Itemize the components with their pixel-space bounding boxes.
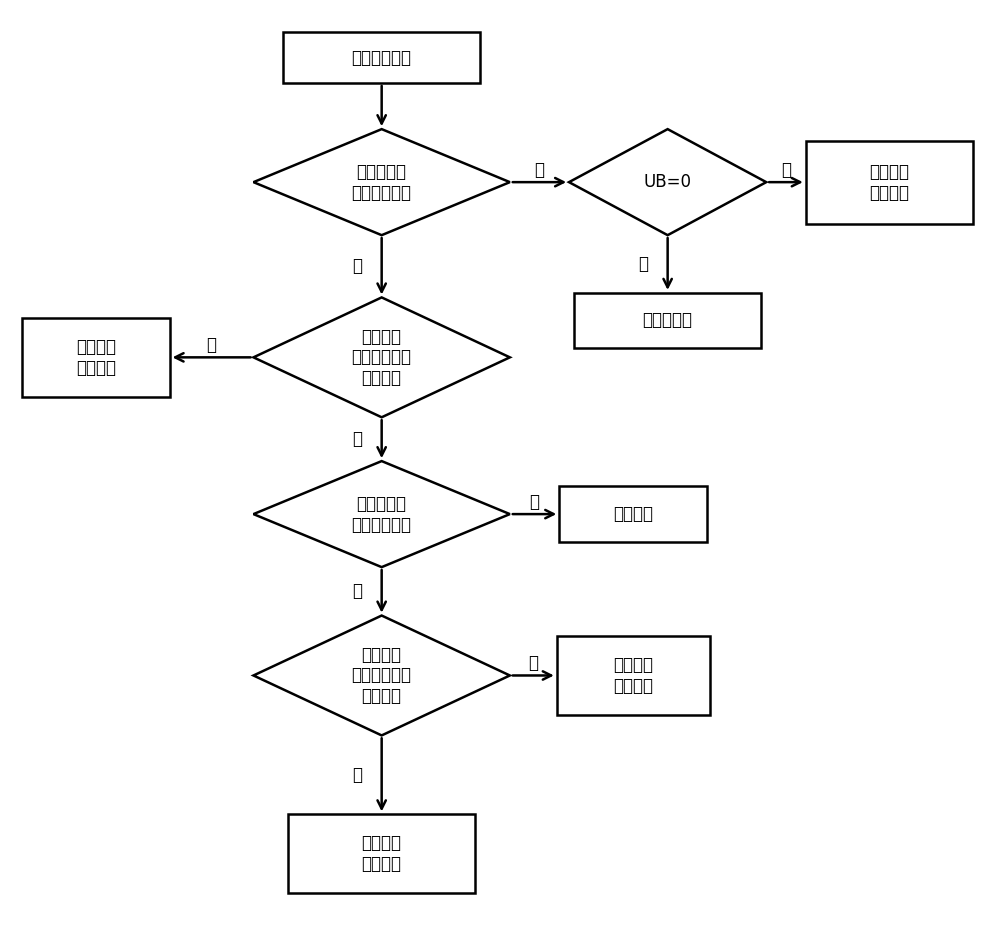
Text: 受总开关
辅助接点处于
分闸位置: 受总开关 辅助接点处于 分闸位置 xyxy=(352,328,412,388)
Text: 出线开关有
保护跳闸信号: 出线开关有 保护跳闸信号 xyxy=(352,495,412,534)
Text: 出线开关
辅助接点处于
分闸位置: 出线开关 辅助接点处于 分闸位置 xyxy=(352,646,412,705)
Text: 是: 是 xyxy=(352,766,362,783)
Text: 受总开关
保护拒动: 受总开关 保护拒动 xyxy=(76,338,116,377)
Polygon shape xyxy=(569,129,766,235)
Text: 否: 否 xyxy=(534,161,544,179)
FancyBboxPatch shape xyxy=(557,636,710,715)
Polygon shape xyxy=(253,129,510,235)
Text: 自愈闭锁
人工介入: 自愈闭锁 人工介入 xyxy=(870,163,910,201)
FancyBboxPatch shape xyxy=(574,293,761,348)
Text: 否: 否 xyxy=(207,336,217,355)
Text: 受总开关有
保护跳闸信号: 受总开关有 保护跳闸信号 xyxy=(352,163,412,201)
Text: 母线故障: 母线故障 xyxy=(613,505,653,523)
Text: 是: 是 xyxy=(352,257,362,275)
Text: 否: 否 xyxy=(528,654,538,672)
Text: 故障判断启动: 故障判断启动 xyxy=(352,49,412,66)
Text: 低压近端
线路故障: 低压近端 线路故障 xyxy=(362,834,402,873)
FancyBboxPatch shape xyxy=(806,140,973,224)
FancyBboxPatch shape xyxy=(559,487,707,542)
Text: 否: 否 xyxy=(530,493,540,511)
FancyBboxPatch shape xyxy=(22,318,170,397)
Text: 变压器故障: 变压器故障 xyxy=(643,312,693,329)
FancyBboxPatch shape xyxy=(283,33,480,83)
Text: 否: 否 xyxy=(781,161,791,179)
Polygon shape xyxy=(253,298,510,417)
Text: 是: 是 xyxy=(638,255,648,273)
FancyBboxPatch shape xyxy=(288,814,475,893)
Text: 是: 是 xyxy=(352,431,362,448)
Text: UB=0: UB=0 xyxy=(644,173,692,191)
Polygon shape xyxy=(253,616,510,736)
Text: 出线开关
保护拒动: 出线开关 保护拒动 xyxy=(613,656,653,695)
Text: 是: 是 xyxy=(352,582,362,600)
Polygon shape xyxy=(253,461,510,567)
